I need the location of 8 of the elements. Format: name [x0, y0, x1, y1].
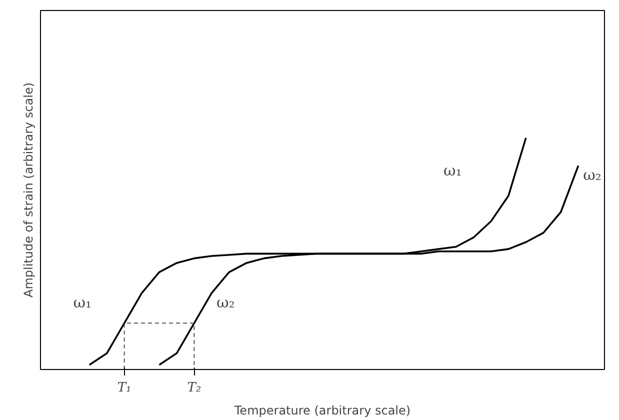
x-axis-title: Temperature (arbitrary scale) — [233, 404, 411, 418]
annotation: ω₁ — [73, 293, 92, 312]
x-tick-label: T₂ — [187, 380, 202, 396]
annotation: ω₁ — [443, 161, 462, 180]
y-axis-title: Amplitude of strain (arbitrary scale) — [22, 82, 36, 298]
annotation: ω₂ — [216, 293, 235, 312]
annotation: ω₂ — [583, 166, 602, 184]
x-tick-label: T₁ — [117, 380, 132, 396]
